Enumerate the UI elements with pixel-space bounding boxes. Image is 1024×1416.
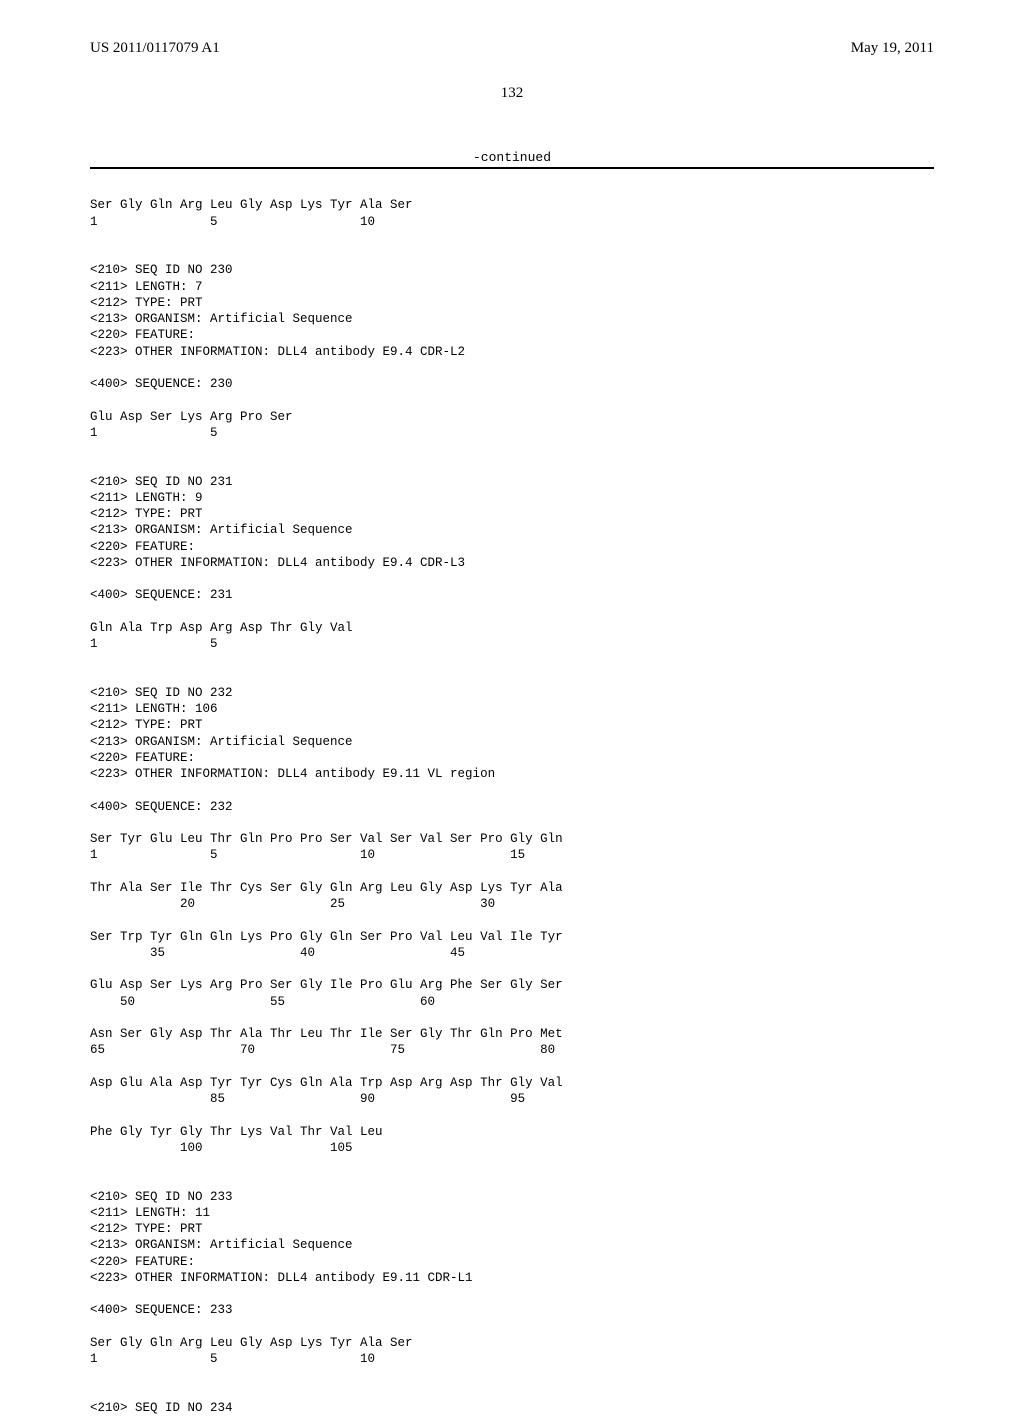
page-number: 132 bbox=[90, 85, 934, 102]
publication-date: May 19, 2011 bbox=[851, 40, 934, 57]
page-header: US 2011/0117079 A1 May 19, 2011 bbox=[90, 40, 934, 57]
continued-label: -continued bbox=[90, 150, 934, 165]
divider-top bbox=[90, 167, 934, 169]
sequence-listing: Ser Gly Gln Arg Leu Gly Asp Lys Tyr Ala … bbox=[90, 181, 934, 1416]
publication-number: US 2011/0117079 A1 bbox=[90, 40, 220, 57]
